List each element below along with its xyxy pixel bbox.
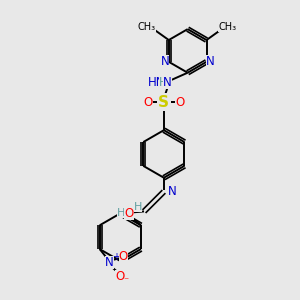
Text: N: N	[168, 185, 177, 198]
Text: H: H	[134, 202, 142, 212]
Text: N: N	[206, 55, 215, 68]
Text: N: N	[160, 55, 169, 68]
Text: N: N	[105, 256, 114, 269]
Text: ⁻: ⁻	[123, 276, 128, 286]
Text: O: O	[124, 207, 134, 220]
Text: HN: HN	[148, 76, 166, 89]
Text: O: O	[115, 270, 124, 283]
Text: H: H	[117, 208, 125, 218]
Text: +: +	[112, 252, 119, 262]
Text: H: H	[159, 76, 168, 89]
Text: S: S	[158, 95, 169, 110]
Text: O: O	[175, 96, 184, 109]
Text: N: N	[163, 76, 172, 89]
Text: CH₃: CH₃	[138, 22, 156, 32]
Text: CH₃: CH₃	[218, 22, 236, 32]
Text: O: O	[143, 96, 153, 109]
Text: O: O	[119, 250, 128, 263]
